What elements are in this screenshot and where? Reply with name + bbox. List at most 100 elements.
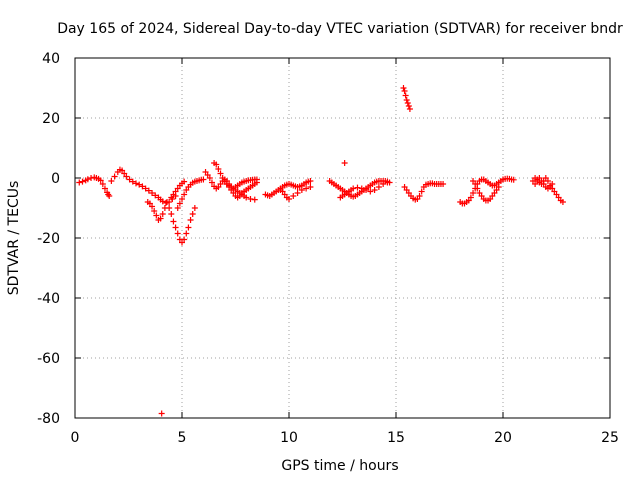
data-point bbox=[181, 191, 188, 198]
data-point bbox=[384, 179, 391, 186]
y-tick-label: 0 bbox=[51, 171, 60, 187]
data-point bbox=[401, 88, 408, 94]
chart-title: Day 165 of 2024, Sidereal Day-to-day VTE… bbox=[57, 21, 623, 37]
data-point bbox=[253, 179, 260, 186]
data-point bbox=[159, 211, 166, 217]
data-point bbox=[219, 175, 226, 181]
data-point bbox=[350, 185, 357, 192]
data-point bbox=[294, 190, 301, 196]
data-point bbox=[467, 194, 474, 201]
data-point bbox=[213, 161, 220, 168]
y-tick-label: -80 bbox=[37, 411, 60, 427]
data-point bbox=[149, 190, 156, 196]
data-point bbox=[559, 199, 566, 205]
data-point bbox=[510, 176, 517, 183]
data-point bbox=[136, 181, 143, 188]
data-point bbox=[158, 410, 165, 417]
data-point bbox=[549, 181, 556, 187]
data-point bbox=[84, 176, 91, 183]
data-point bbox=[76, 179, 83, 186]
data-points bbox=[76, 85, 566, 417]
data-point bbox=[405, 103, 412, 109]
data-point bbox=[375, 184, 382, 190]
data-point bbox=[358, 185, 365, 192]
data-point bbox=[153, 212, 160, 219]
data-point bbox=[157, 215, 164, 222]
x-tick-label: 25 bbox=[601, 430, 619, 446]
y-tick-label: -20 bbox=[37, 231, 60, 247]
data-point bbox=[354, 184, 361, 191]
data-point bbox=[470, 190, 477, 196]
data-point bbox=[174, 230, 181, 237]
data-point bbox=[298, 187, 305, 193]
data-point bbox=[187, 217, 194, 223]
data-point bbox=[363, 187, 370, 193]
data-point bbox=[170, 218, 177, 225]
data-point bbox=[307, 184, 314, 190]
data-point bbox=[472, 181, 479, 187]
data-point bbox=[440, 181, 447, 187]
y-tick-label: -60 bbox=[37, 351, 60, 367]
data-point bbox=[166, 205, 173, 211]
data-point bbox=[99, 181, 106, 187]
data-point bbox=[151, 208, 158, 214]
data-point bbox=[79, 178, 86, 185]
x-tick-label: 0 bbox=[71, 430, 80, 446]
data-point bbox=[142, 185, 149, 192]
data-point bbox=[303, 185, 310, 192]
data-point bbox=[474, 185, 481, 192]
data-point bbox=[400, 85, 407, 91]
data-point bbox=[168, 211, 175, 217]
data-point bbox=[290, 193, 297, 199]
data-point bbox=[341, 160, 348, 166]
data-point bbox=[404, 100, 411, 106]
data-point bbox=[183, 230, 190, 237]
data-point bbox=[145, 187, 152, 194]
x-tick-label: 10 bbox=[280, 430, 298, 446]
x-tick-label: 5 bbox=[178, 430, 187, 446]
data-point bbox=[208, 179, 215, 186]
data-point bbox=[185, 224, 192, 231]
data-point bbox=[126, 176, 133, 183]
data-point bbox=[286, 196, 292, 202]
data-point bbox=[418, 188, 425, 195]
y-tick-label: 40 bbox=[42, 51, 60, 67]
data-point bbox=[101, 185, 108, 192]
data-point bbox=[495, 184, 502, 190]
data-point bbox=[111, 173, 118, 180]
x-tick-label: 15 bbox=[387, 430, 405, 446]
y-tick-label: 20 bbox=[42, 111, 60, 127]
data-point bbox=[132, 180, 139, 187]
y-tick-label: -40 bbox=[37, 291, 60, 307]
y-axis-label: SDTVAR / TECUs bbox=[6, 181, 22, 296]
data-point bbox=[243, 194, 250, 201]
data-point bbox=[149, 203, 156, 210]
data-point bbox=[406, 106, 413, 112]
data-point bbox=[371, 187, 378, 193]
data-point bbox=[97, 177, 104, 184]
data-point bbox=[251, 196, 258, 203]
data-point bbox=[367, 188, 374, 195]
grid-lines bbox=[75, 58, 610, 418]
data-point bbox=[152, 192, 159, 199]
data-point bbox=[200, 176, 207, 183]
data-point bbox=[164, 199, 171, 205]
data-point bbox=[129, 178, 136, 185]
data-point bbox=[181, 178, 188, 185]
axis-ticks: 0 5 10 15 20 25 -80 -60 -40 -20 0 20 40 bbox=[37, 51, 619, 446]
data-point bbox=[174, 205, 181, 211]
data-point bbox=[307, 178, 314, 184]
data-point bbox=[217, 170, 224, 177]
data-point bbox=[108, 178, 115, 184]
data-point bbox=[123, 173, 130, 180]
data-point bbox=[139, 183, 146, 190]
data-point bbox=[416, 193, 423, 199]
x-tick-label: 20 bbox=[494, 430, 512, 446]
data-point bbox=[179, 196, 185, 202]
data-point bbox=[380, 181, 387, 187]
data-point bbox=[172, 224, 179, 231]
data-point bbox=[215, 166, 222, 172]
x-axis-label: GPS time / hours bbox=[281, 458, 398, 474]
data-point bbox=[403, 97, 410, 103]
